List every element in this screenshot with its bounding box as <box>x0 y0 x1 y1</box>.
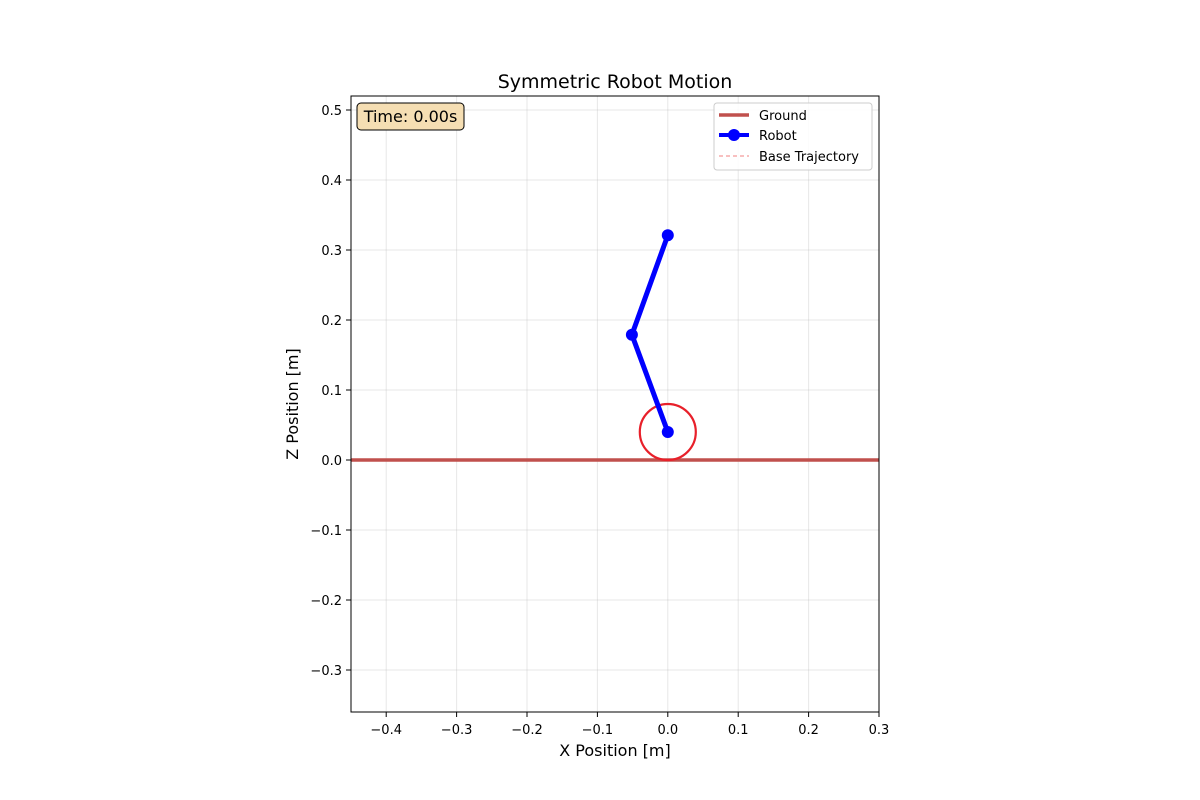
robot-joint-marker <box>625 328 638 341</box>
robot-joint-marker <box>661 229 674 242</box>
legend: Ground Robot Base Trajectory <box>713 102 873 171</box>
x-tick-label: 0.1 <box>728 723 749 738</box>
robot-joint-marker <box>661 426 674 438</box>
x-axis-label: X Position [m] <box>559 741 671 760</box>
y-tick-label: 0.3 <box>321 244 342 259</box>
plot-area <box>351 229 879 462</box>
y-tick-label: 0.1 <box>321 384 342 399</box>
chart-title: Symmetric Robot Motion <box>498 71 733 93</box>
x-tick-label: −0.2 <box>511 723 543 738</box>
y-axis-ticks: −0.3 −0.2 −0.1 0.0 0.1 0.2 0.3 0.4 0.5 <box>310 104 351 679</box>
y-tick-label: 0.4 <box>321 174 342 189</box>
legend-label-robot: Robot <box>759 129 797 144</box>
legend-label-ground: Ground <box>759 109 807 124</box>
x-tick-label: −0.1 <box>582 723 614 738</box>
time-annotation-text: Time: 0.00s <box>363 107 458 126</box>
y-tick-label: 0.2 <box>321 314 342 329</box>
x-tick-label: 0.3 <box>869 723 890 738</box>
legend-marker-robot <box>728 129 740 141</box>
x-axis-ticks: −0.4 −0.3 −0.2 −0.1 0.0 0.1 0.2 0.3 <box>370 712 889 738</box>
x-tick-label: 0.0 <box>657 723 678 738</box>
y-tick-label: 0.5 <box>321 104 342 119</box>
y-tick-label: 0.0 <box>321 454 342 469</box>
time-annotation: Time: 0.00s <box>356 102 465 131</box>
x-tick-label: −0.4 <box>370 723 402 738</box>
axes-frame <box>350 95 880 713</box>
y-tick-label: −0.1 <box>310 524 342 539</box>
x-tick-label: 0.2 <box>798 723 819 738</box>
x-tick-label: −0.3 <box>441 723 473 738</box>
y-tick-label: −0.2 <box>310 594 342 609</box>
wheel-circle <box>638 402 697 462</box>
legend-label-base-trajectory: Base Trajectory <box>759 150 859 165</box>
time-annotation-box <box>356 102 465 131</box>
legend-frame <box>713 102 873 171</box>
y-tick-label: −0.3 <box>310 664 342 679</box>
y-axis-label: Z Position [m] <box>283 348 302 460</box>
